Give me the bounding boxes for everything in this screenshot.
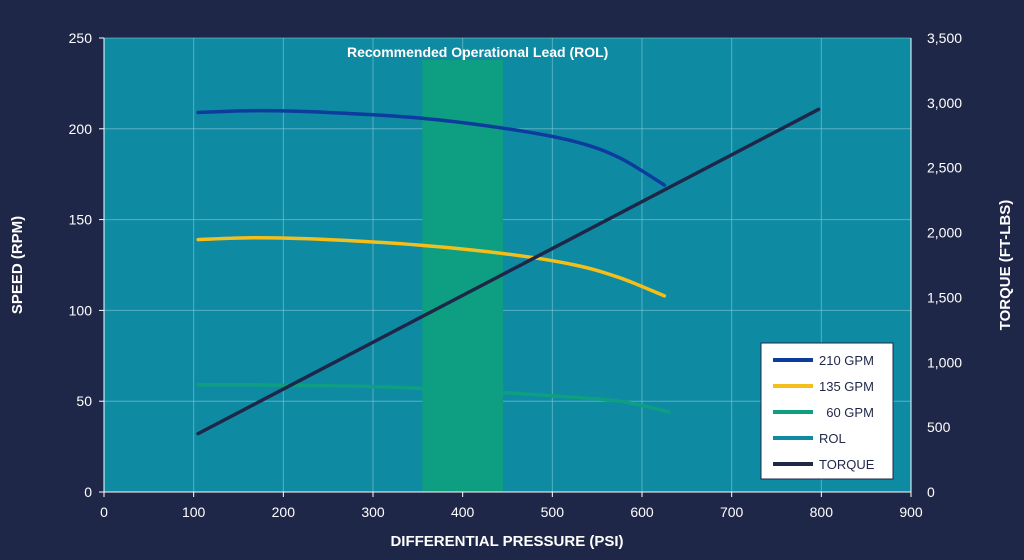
x-tick-label: 200 (272, 504, 296, 520)
y2-tick-label: 2,000 (927, 225, 962, 241)
legend-label: TORQUE (819, 457, 875, 472)
x-tick-label: 300 (361, 504, 385, 520)
x-tick-label: 0 (100, 504, 108, 520)
series-lines (196, 107, 821, 436)
y2-tick-label: 3,500 (927, 30, 962, 46)
x-tick-label: 800 (810, 504, 834, 520)
rol-band: Recommended Operational Lead (ROL) (347, 44, 608, 492)
y2-axis-title: TORQUE (FT-LBS) (997, 200, 1014, 331)
series-line-60-gpm (196, 382, 671, 414)
legend-label: 210 GPM (819, 353, 874, 368)
series-line-210-gpm (196, 108, 667, 187)
x-tick-label: 500 (541, 504, 565, 520)
y-tick-label: 150 (69, 212, 93, 228)
y-tick-label: 0 (84, 484, 92, 500)
y-tick-label: 50 (76, 393, 92, 409)
series-line-torque (196, 107, 821, 436)
legend-label: 60 GPM (819, 405, 874, 420)
legend-label: ROL (819, 431, 846, 446)
rol-band-rect (422, 60, 504, 492)
x-axis-title: DIFFERENTIAL PRESSURE (PSI) (390, 533, 623, 550)
x-tick-label: 700 (720, 504, 744, 520)
axes: 0 100 200 300 400 500 600 700 800 900050100150200… (69, 30, 963, 520)
x-tick-label: 100 (182, 504, 206, 520)
legend: 210 GPM 135 GPM 60 GPM ROL TORQUE (760, 342, 894, 480)
y2-tick-label: 3,000 (927, 95, 962, 111)
series-line-135-gpm (196, 236, 667, 298)
y2-tick-label: 0 (927, 484, 935, 500)
rol-label: Recommended Operational Lead (ROL) (347, 44, 608, 60)
y2-tick-label: 1,000 (927, 354, 962, 370)
y2-tick-label: 2,500 (927, 160, 962, 176)
legend-label: 135 GPM (819, 379, 874, 394)
y-tick-label: 200 (69, 121, 93, 137)
x-tick-label: 600 (630, 504, 654, 520)
x-tick-label: 900 (899, 504, 923, 520)
y-tick-label: 100 (69, 302, 93, 318)
y2-tick-label: 500 (927, 419, 951, 435)
x-tick-label: 400 (451, 504, 475, 520)
y-tick-label: 250 (69, 30, 93, 46)
y-axis-title: SPEED (RPM) (9, 216, 26, 314)
y2-tick-label: 1,500 (927, 289, 962, 305)
